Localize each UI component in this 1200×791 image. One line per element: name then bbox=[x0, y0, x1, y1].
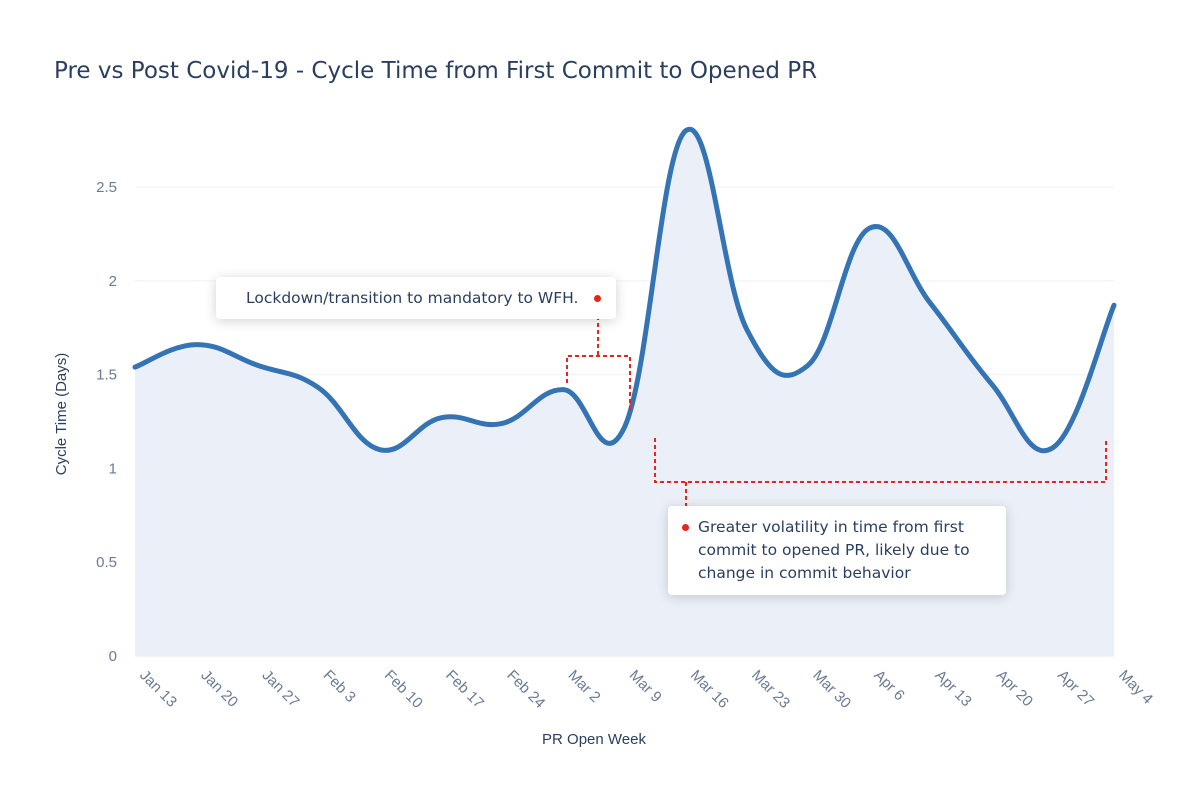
y-tick-label: 0.5 bbox=[96, 554, 117, 571]
x-axis-ticks: Jan 13 Jan 20 Jan 27 Feb 3 Feb 10 Feb 17 Feb 2… bbox=[136, 667, 1156, 712]
annotation-lockdown-text: Lockdown/transition to mandatory to WFH. bbox=[246, 289, 579, 307]
annotation-lockdown-bracket bbox=[566, 355, 631, 412]
x-tick-label: Jan 20 bbox=[197, 667, 241, 711]
x-tick-label: Mar 23 bbox=[748, 667, 793, 712]
y-axis-ticks: 0 0.5 1 1.5 2 2.5 bbox=[96, 179, 117, 665]
x-tick-label: Mar 9 bbox=[626, 667, 665, 706]
x-tick-label: Jan 27 bbox=[259, 667, 303, 711]
x-tick-label: Feb 17 bbox=[442, 667, 487, 712]
x-tick-label: Mar 16 bbox=[687, 667, 732, 712]
x-tick-label: Apr 13 bbox=[932, 667, 975, 710]
series-line bbox=[132, 126, 1117, 453]
x-tick-label: Feb 3 bbox=[320, 667, 359, 706]
annotation-volatility: Greater volatility in time from first co… bbox=[668, 506, 1006, 595]
chart-title: Pre vs Post Covid-19 - Cycle Time from F… bbox=[54, 58, 818, 84]
annotation-volatility-bracket bbox=[654, 438, 1107, 483]
x-tick-label: Feb 24 bbox=[503, 667, 548, 712]
y-tick-label: 1 bbox=[109, 460, 117, 477]
y-tick-label: 1.5 bbox=[96, 367, 117, 384]
x-tick-label: Mar 30 bbox=[809, 667, 854, 712]
x-tick-label: Apr 6 bbox=[870, 667, 907, 704]
x-tick-label: Mar 2 bbox=[564, 667, 603, 706]
x-tick-label: Apr 20 bbox=[993, 667, 1036, 710]
annotation-lockdown: Lockdown/transition to mandatory to WFH. bbox=[216, 277, 616, 319]
x-axis-title: PR Open Week bbox=[542, 731, 646, 748]
x-tick-label: Jan 13 bbox=[136, 667, 180, 711]
annotation-volatility-marker bbox=[682, 524, 689, 531]
y-tick-label: 0 bbox=[109, 648, 117, 665]
y-tick-label: 2.5 bbox=[96, 179, 117, 196]
y-axis-title: Cycle Time (Days) bbox=[53, 353, 70, 476]
x-tick-label: Feb 10 bbox=[381, 667, 426, 712]
y-tick-label: 2 bbox=[109, 273, 117, 290]
annotation-lockdown-marker bbox=[594, 295, 601, 302]
x-tick-label: Apr 27 bbox=[1054, 667, 1097, 710]
x-tick-label: May 4 bbox=[1115, 667, 1156, 708]
annotation-volatility-text: Greater volatility in time from first co… bbox=[698, 518, 970, 582]
